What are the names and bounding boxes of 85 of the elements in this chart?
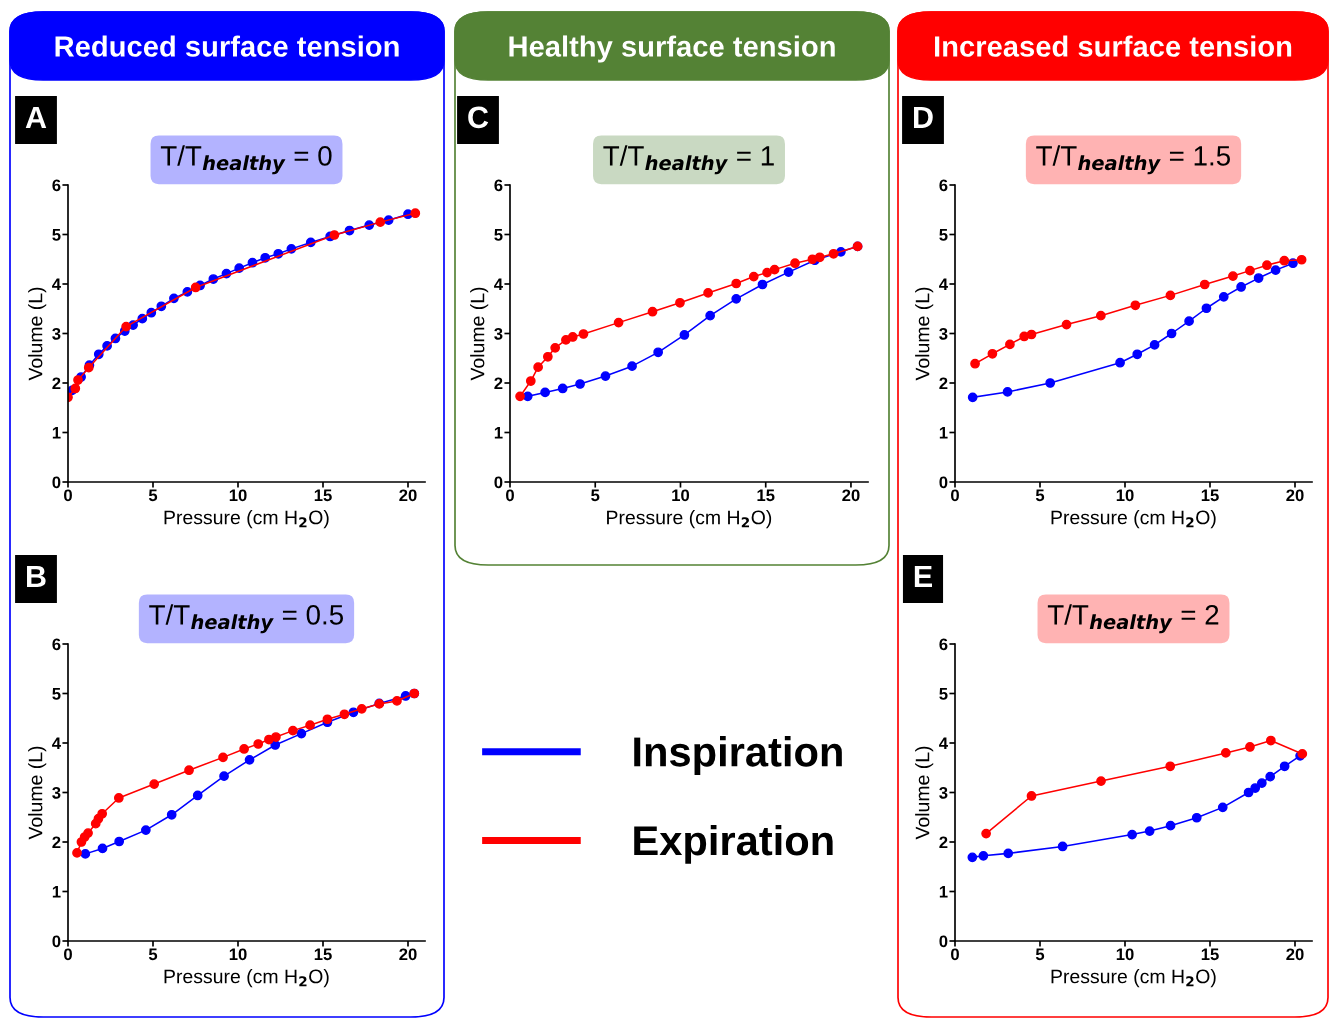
x-tick-label: 0 [506,489,514,502]
y-tick-label: 5 [939,229,948,241]
x-tick-label: 0 [64,489,72,502]
y-tick-label: 5 [52,688,61,700]
x-tick-label: 15 [1201,489,1219,502]
y-axis-title: Volume (L) [28,287,47,381]
x-tick-label: 15 [314,489,332,502]
x-tick-label: 0 [951,489,959,502]
y-tick-label: 6 [52,638,61,651]
legend-label: Inspiration [634,736,842,775]
x-tick-label: 10 [229,948,247,961]
y-tick-label: 0 [52,935,61,948]
x-axis-title: Pressure (cm H$_{2}$O) [164,969,329,988]
y-tick-label: 2 [52,377,61,390]
x-tick-label: 10 [672,489,690,502]
x-tick-label: 0 [951,948,959,961]
x-tick-label: 5 [591,489,600,502]
y-tick-label: 6 [52,179,61,192]
x-tick-label: 15 [1201,948,1219,961]
chart-title: T/T$_{healthy}$ = 1.5 [1036,145,1230,175]
y-tick-label: 1 [52,427,61,439]
x-tick-label: 20 [842,489,860,502]
y-tick-label: 3 [939,327,948,340]
x-tick-label: 5 [1035,948,1045,961]
text: Healthy surface tension [509,35,835,63]
y-tick-label: 2 [52,836,61,849]
y-tick-label: 5 [939,688,948,700]
y-tick-label: 3 [939,786,948,799]
y-tick-label: 1 [494,427,503,439]
y-axis-title: Volume (L) [470,287,489,381]
y-tick-label: 2 [939,377,948,390]
text: Increased surface tension [935,35,1292,57]
y-tick-label: 3 [494,327,503,340]
x-tick-label: 20 [1286,489,1304,502]
chart-title: T/T$_{healthy}$ = 0 [160,145,332,175]
y-tick-label: 1 [939,427,948,439]
text: E [914,565,932,587]
x-axis-title: Pressure (cm H$_{2}$O) [1051,969,1216,988]
chart-title: T/T$_{healthy}$ = 0.5 [149,604,343,634]
y-tick-label: 0 [939,476,948,489]
chart-title: T/T$_{healthy}$ = 2 [1047,604,1219,634]
text: Reduced surface tension [55,35,399,57]
legend-label: Expiration [634,824,833,864]
y-axis-title: Volume (L) [915,746,934,840]
y-tick-label: 3 [52,327,61,340]
y-tick-label: 1 [939,886,948,898]
x-axis-title: Pressure (cm H$_{2}$O) [1051,510,1216,529]
x-tick-label: 10 [1116,489,1134,502]
y-tick-label: 4 [939,737,948,750]
y-tick-label: 4 [52,278,61,291]
x-tick-label: 10 [229,489,247,502]
x-tick-label: 5 [1035,489,1045,502]
y-tick-label: 4 [939,278,948,291]
y-tick-label: 4 [494,278,503,291]
x-tick-label: 5 [148,948,158,961]
text: A [25,106,47,128]
x-tick-label: 20 [399,948,417,961]
y-tick-label: 6 [939,179,948,192]
text: C [468,106,489,129]
x-tick-label: 10 [1116,948,1134,961]
x-tick-label: 20 [1286,948,1304,961]
x-tick-label: 0 [64,948,72,961]
y-tick-label: 4 [52,737,61,750]
y-tick-label: 6 [494,179,503,192]
x-axis-title: Pressure (cm H$_{2}$O) [164,510,329,529]
x-tick-label: 15 [314,948,332,961]
text: D [914,106,933,128]
x-tick-label: 15 [757,489,775,502]
y-tick-label: 5 [52,229,61,241]
chart-title: T/T$_{healthy}$ = 1 [603,145,774,175]
y-tick-label: 0 [52,476,61,489]
y-tick-label: 0 [494,476,503,489]
x-tick-label: 20 [399,489,417,502]
y-tick-label: 5 [494,229,503,241]
x-axis-title: Pressure (cm H$_{2}$O) [607,510,772,529]
text: B [27,565,46,587]
y-tick-label: 2 [939,836,948,849]
y-tick-label: 0 [939,935,948,948]
y-axis-title: Volume (L) [28,746,47,840]
y-tick-label: 2 [494,377,503,390]
y-tick-label: 1 [52,886,61,898]
y-tick-label: 3 [52,786,61,799]
y-tick-label: 6 [939,638,948,651]
x-tick-label: 5 [148,489,158,502]
y-axis-title: Volume (L) [915,287,934,381]
